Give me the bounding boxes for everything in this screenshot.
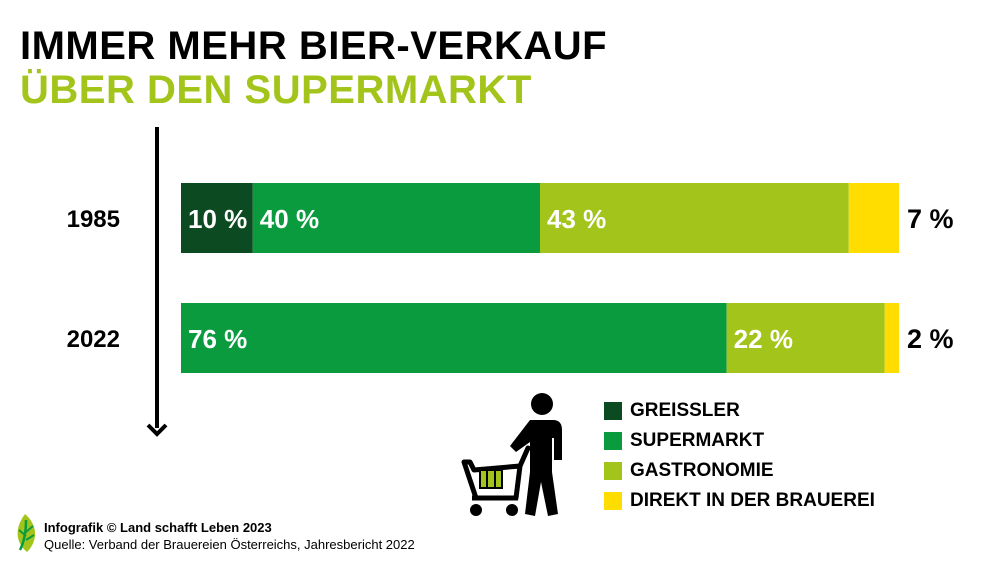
title-line-1: IMMER MEHR BIER-VERKAUF — [20, 24, 608, 68]
bar-2022-supermarkt — [181, 303, 727, 373]
credit-text: Infografik © Land schafft Leben 2023 — [44, 520, 272, 535]
legend-label: GASTRONOMIE — [630, 460, 774, 481]
down-arrow-icon — [146, 127, 168, 437]
bar-2022-direkt-in-der-brauerei — [884, 303, 899, 373]
data-label-2022-direkt-in-der-brauerei: 2 % — [907, 324, 954, 354]
leaf-logo-icon — [17, 514, 36, 552]
title-line-2: ÜBER DEN SUPERMARKT — [20, 68, 532, 112]
bars-group: 1985 10 % 40 % 43 % 7 % 2022 76 % 22 % 2 % — [67, 183, 954, 373]
legend-swatch — [604, 462, 622, 480]
legend-item-direkt-in-der-brauerei: DIREKT IN DER BRAUEREI — [604, 486, 875, 516]
bar-1985-gastronomie — [540, 183, 849, 253]
bar-2022-gastronomie — [726, 303, 885, 373]
bar-1985-supermarkt — [252, 183, 541, 253]
legend-item-supermarkt: SUPERMARKT — [604, 426, 875, 456]
legend-label: DIREKT IN DER BRAUEREI — [630, 490, 875, 511]
year-label-1985: 1985 — [67, 206, 120, 233]
data-label-1985-direkt-in-der-brauerei: 7 % — [907, 204, 954, 234]
year-label-2022: 2022 — [67, 326, 120, 353]
legend: GREISSLER SUPERMARKT GASTRONOMIE DIREKT IN … — [604, 396, 875, 516]
data-label-2022-gastronomie: 22 % — [734, 324, 793, 354]
legend-item-greissler: GREISSLER — [604, 396, 875, 426]
bar-1985-greissler — [181, 183, 253, 253]
legend-swatch — [604, 402, 622, 420]
data-label-2022-supermarkt: 76 % — [188, 324, 247, 354]
legend-item-gastronomie: GASTRONOMIE — [604, 456, 875, 486]
bar-1985-direkt-in-der-brauerei — [848, 183, 899, 253]
legend-swatch — [604, 432, 622, 450]
data-label-1985-supermarkt: 40 % — [260, 204, 319, 234]
data-label-1985-greissler: 10 % — [188, 204, 247, 234]
shopping-cart-person-icon — [461, 393, 562, 516]
legend-label: GREISSLER — [630, 400, 740, 421]
data-label-1985-gastronomie: 43 % — [547, 204, 606, 234]
source-text: Quelle: Verband der Brauereien Österreic… — [44, 537, 415, 552]
legend-swatch — [604, 492, 622, 510]
legend-label: SUPERMARKT — [630, 430, 765, 451]
